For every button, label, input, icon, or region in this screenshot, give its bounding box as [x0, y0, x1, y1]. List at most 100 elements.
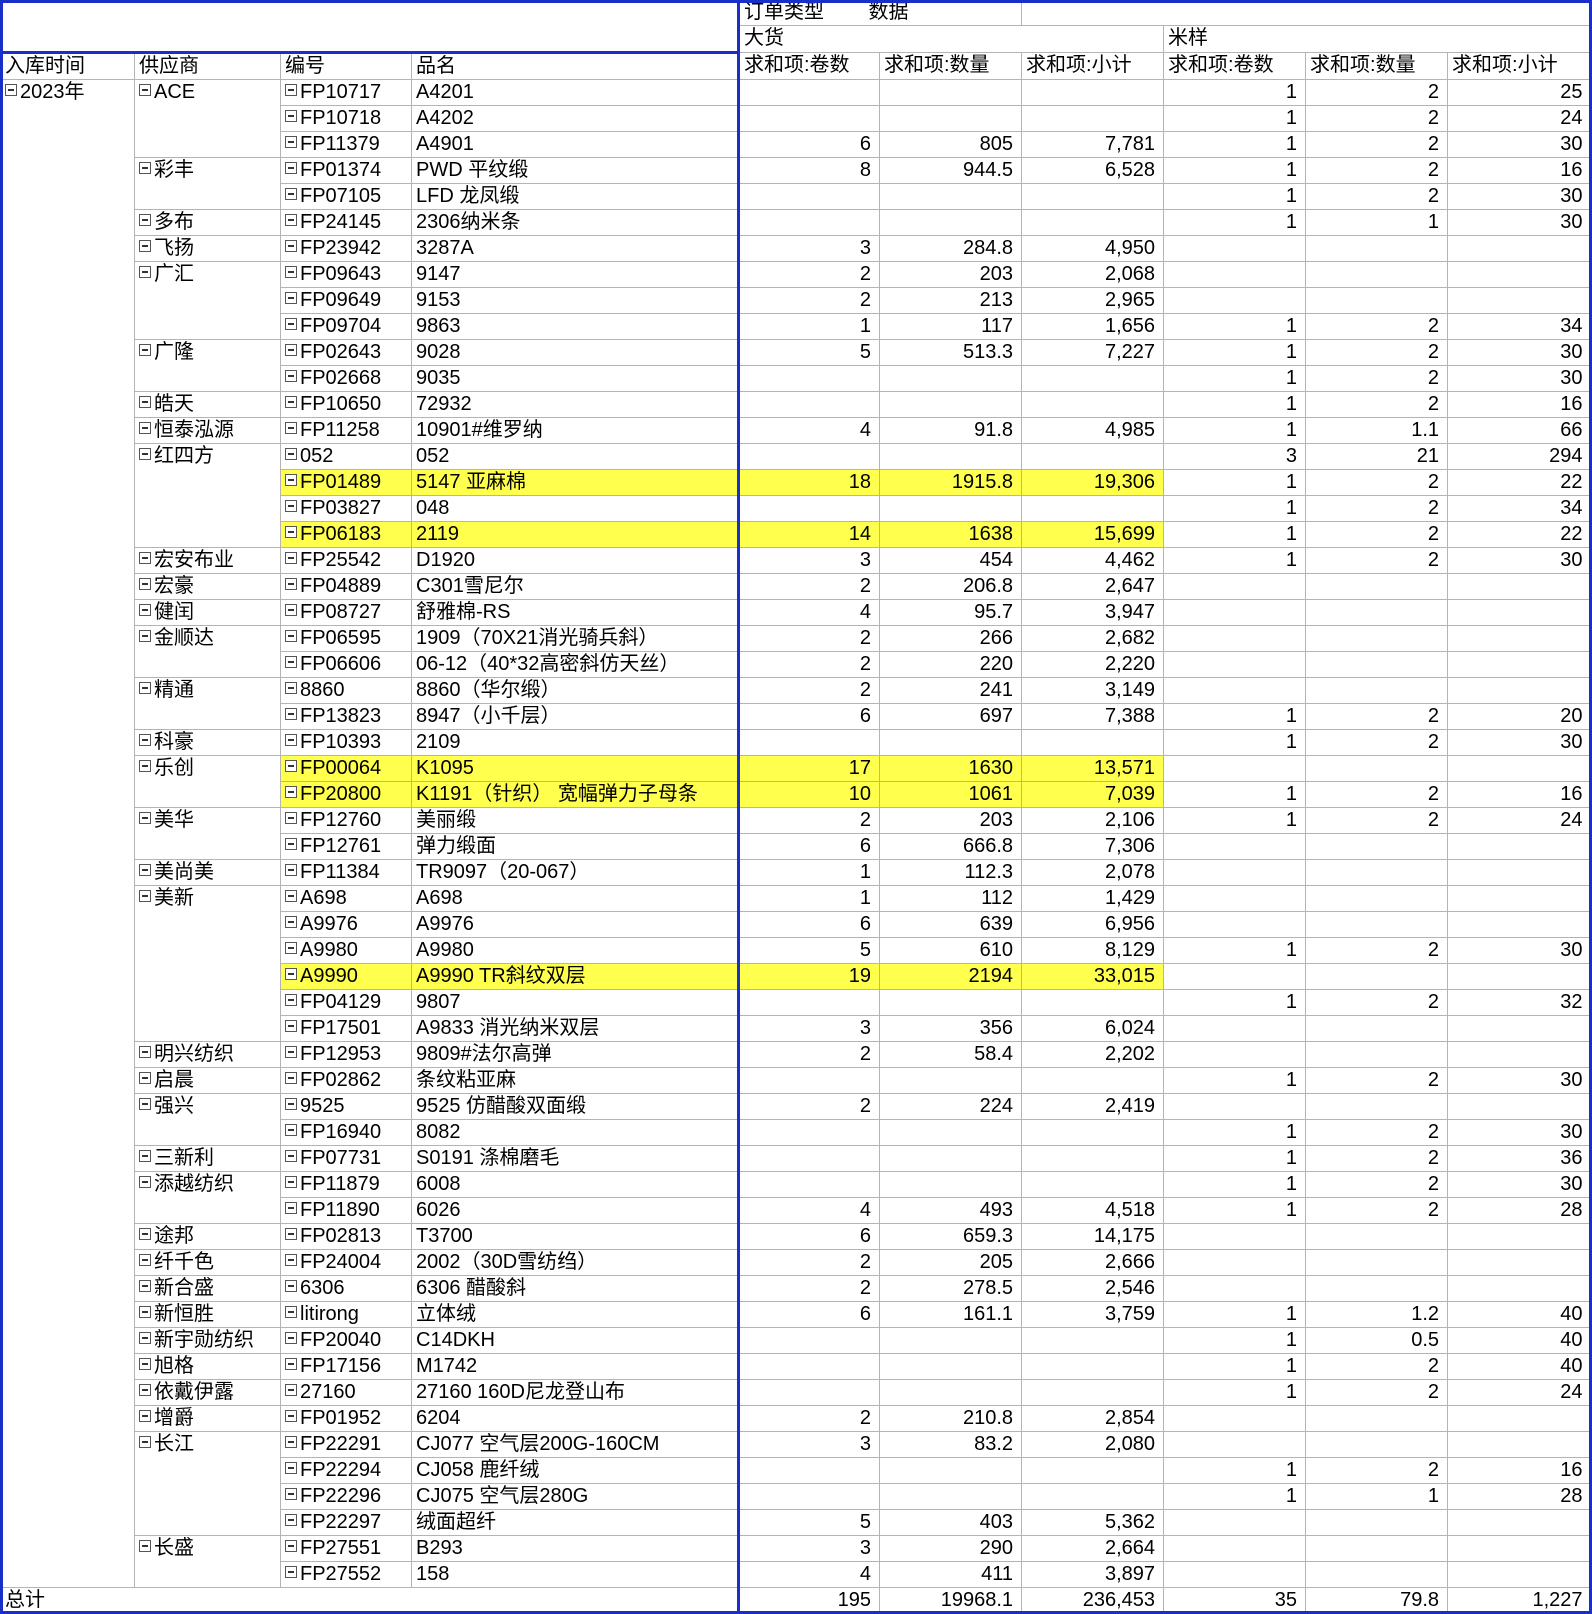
collapse-icon[interactable]	[139, 1280, 151, 1293]
collapse-icon[interactable]	[285, 708, 297, 721]
group-dahuo[interactable]: 大货	[736, 25, 1164, 52]
field-miyang-qty[interactable]: 求和项:数量	[1305, 51, 1448, 79]
collapse-icon[interactable]	[139, 1254, 151, 1267]
collapse-icon[interactable]	[285, 1228, 297, 1241]
collapse-icon[interactable]	[139, 162, 151, 175]
collapse-icon[interactable]	[285, 942, 297, 955]
collapse-icon[interactable]	[285, 1410, 297, 1423]
collapse-icon[interactable]	[285, 1514, 297, 1527]
collapse-icon[interactable]	[285, 968, 297, 981]
collapse-icon[interactable]	[139, 1176, 151, 1189]
field-supplier[interactable]: 供应商	[134, 50, 281, 79]
collapse-icon[interactable]	[139, 266, 151, 279]
collapse-icon[interactable]	[139, 396, 151, 409]
collapse-icon[interactable]	[5, 84, 17, 97]
collapse-icon[interactable]	[139, 1150, 151, 1163]
collapse-icon[interactable]	[285, 266, 297, 279]
collapse-icon[interactable]	[285, 1566, 297, 1579]
collapse-icon[interactable]	[285, 1098, 297, 1111]
collapse-icon[interactable]	[285, 630, 297, 643]
collapse-icon[interactable]	[139, 214, 151, 227]
collapse-icon[interactable]	[285, 1436, 297, 1449]
collapse-icon[interactable]	[139, 1228, 151, 1241]
collapse-icon[interactable]	[285, 292, 297, 305]
collapse-icon[interactable]	[285, 1384, 297, 1397]
collapse-icon[interactable]	[285, 448, 297, 461]
collapse-icon[interactable]	[285, 214, 297, 227]
collapse-icon[interactable]	[285, 474, 297, 487]
collapse-icon[interactable]	[285, 812, 297, 825]
collapse-icon[interactable]	[285, 838, 297, 851]
collapse-icon[interactable]	[285, 318, 297, 331]
collapse-icon[interactable]	[285, 552, 297, 565]
collapse-icon[interactable]	[285, 1202, 297, 1215]
collapse-icon[interactable]	[139, 552, 151, 565]
field-miyang-rolls[interactable]: 求和项:卷数	[1163, 51, 1306, 79]
collapse-icon[interactable]	[139, 682, 151, 695]
collapse-icon[interactable]	[285, 84, 297, 97]
collapse-icon[interactable]	[285, 162, 297, 175]
collapse-icon[interactable]	[139, 1332, 151, 1345]
collapse-icon[interactable]	[139, 240, 151, 253]
field-code[interactable]: 编号	[280, 50, 412, 79]
collapse-icon[interactable]	[285, 1046, 297, 1059]
collapse-icon[interactable]	[285, 890, 297, 903]
collapse-icon[interactable]	[285, 786, 297, 799]
collapse-icon[interactable]	[285, 370, 297, 383]
collapse-icon[interactable]	[285, 760, 297, 773]
collapse-icon[interactable]	[285, 422, 297, 435]
collapse-icon[interactable]	[285, 916, 297, 929]
collapse-icon[interactable]	[285, 994, 297, 1007]
collapse-icon[interactable]	[139, 1072, 151, 1085]
collapse-icon[interactable]	[139, 84, 151, 97]
collapse-icon[interactable]	[285, 344, 297, 357]
field-dahuo-subtotal[interactable]: 求和项:小计	[1021, 51, 1164, 79]
collapse-icon[interactable]	[139, 604, 151, 617]
collapse-icon[interactable]	[285, 188, 297, 201]
collapse-icon[interactable]	[139, 630, 151, 643]
collapse-icon[interactable]	[139, 760, 151, 773]
collapse-icon[interactable]	[285, 500, 297, 513]
collapse-icon[interactable]	[285, 1124, 297, 1137]
collapse-icon[interactable]	[139, 864, 151, 877]
group-miyang[interactable]: 米样	[1163, 25, 1591, 52]
collapse-icon[interactable]	[139, 1384, 151, 1397]
collapse-icon[interactable]	[285, 1306, 297, 1319]
collapse-icon[interactable]	[139, 1436, 151, 1449]
collapse-icon[interactable]	[139, 1306, 151, 1319]
collapse-icon[interactable]	[285, 578, 297, 591]
collapse-icon[interactable]	[285, 1280, 297, 1293]
collapse-icon[interactable]	[285, 1332, 297, 1345]
collapse-icon[interactable]	[285, 1176, 297, 1189]
collapse-icon[interactable]	[285, 1254, 297, 1267]
collapse-icon[interactable]	[285, 136, 297, 149]
collapse-icon[interactable]	[139, 1410, 151, 1423]
collapse-icon[interactable]	[285, 734, 297, 747]
collapse-icon[interactable]	[285, 110, 297, 123]
field-miyang-subtotal[interactable]: 求和项:小计	[1447, 51, 1591, 79]
collapse-icon[interactable]	[139, 344, 151, 357]
collapse-icon[interactable]	[285, 526, 297, 539]
collapse-icon[interactable]	[285, 1488, 297, 1501]
collapse-icon[interactable]	[139, 422, 151, 435]
order-type-filter-label[interactable]: 订单类型 数据	[736, 0, 1022, 26]
collapse-icon[interactable]	[139, 1098, 151, 1111]
collapse-icon[interactable]	[139, 734, 151, 747]
collapse-icon[interactable]	[285, 1462, 297, 1475]
collapse-icon[interactable]	[139, 812, 151, 825]
collapse-icon[interactable]	[285, 1540, 297, 1553]
field-product-name[interactable]: 品名	[411, 50, 739, 79]
collapse-icon[interactable]	[285, 1072, 297, 1085]
collapse-icon[interactable]	[139, 578, 151, 591]
collapse-icon[interactable]	[139, 448, 151, 461]
collapse-icon[interactable]	[285, 656, 297, 669]
collapse-icon[interactable]	[285, 1020, 297, 1033]
collapse-icon[interactable]	[285, 1150, 297, 1163]
collapse-icon[interactable]	[139, 1046, 151, 1059]
collapse-icon[interactable]	[285, 240, 297, 253]
field-dahuo-qty[interactable]: 求和项:数量	[878, 51, 1022, 79]
field-dahuo-rolls[interactable]: 求和项:卷数	[737, 51, 880, 79]
collapse-icon[interactable]	[139, 1358, 151, 1371]
collapse-icon[interactable]	[285, 682, 297, 695]
collapse-icon[interactable]	[285, 396, 297, 409]
